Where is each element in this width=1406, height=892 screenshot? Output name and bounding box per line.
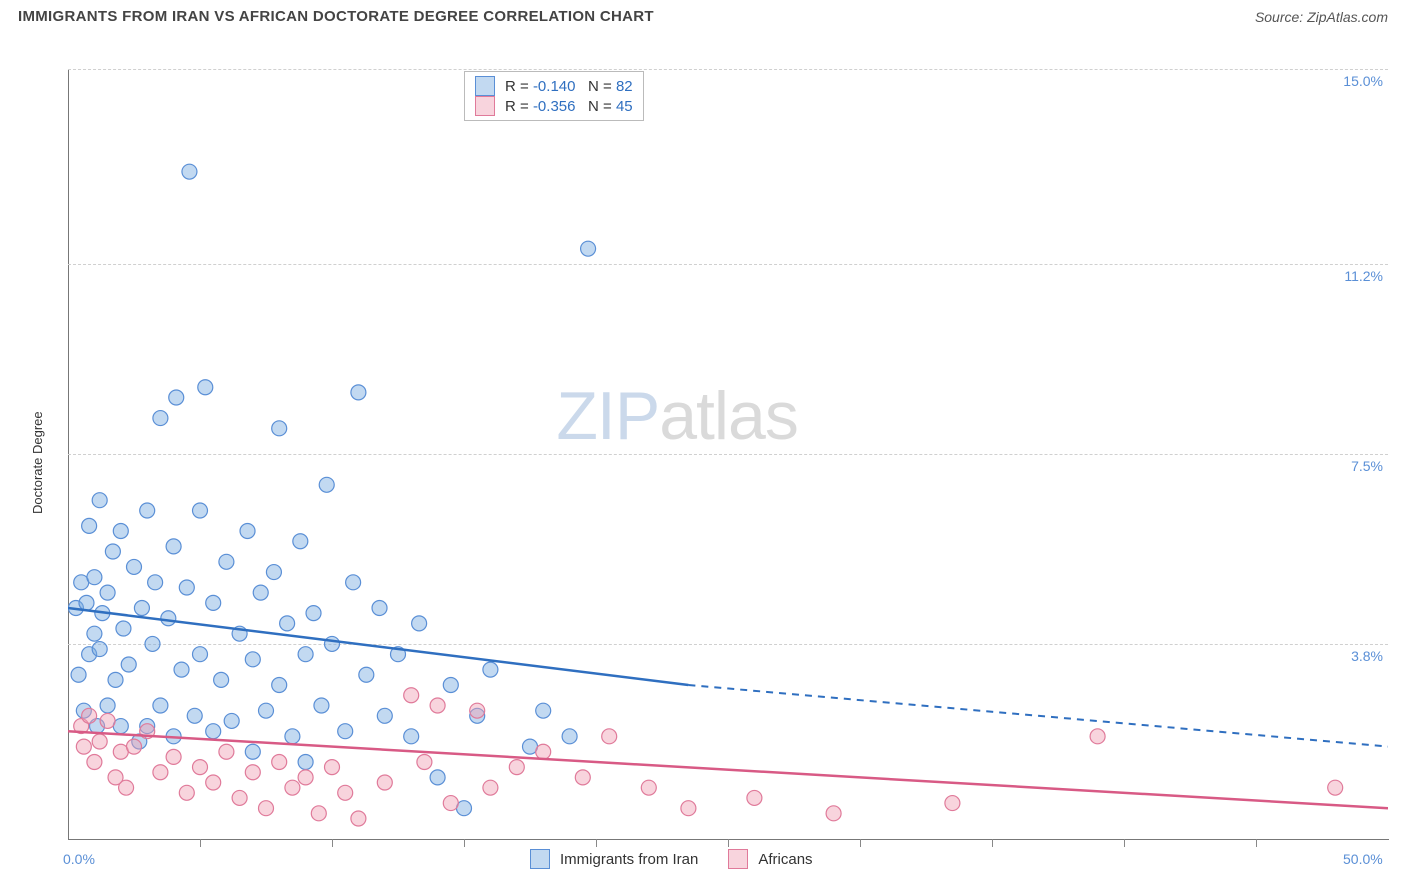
x-min-label: 0.0% [63,851,95,867]
legend-swatch [475,96,495,116]
x-tick [200,839,201,847]
legend-row: R = -0.140 N = 82 [475,76,633,96]
legend-stats: R = -0.140 N = 82 [505,78,633,95]
x-tick [596,839,597,847]
legend-correlation: R = -0.140 N = 82 R = -0.356 N = 45 [464,71,644,121]
chart-title: IMMIGRANTS FROM IRAN VS AFRICAN DOCTORAT… [18,8,654,25]
grid-line [68,454,1388,455]
y-tick-label: 3.8% [1328,648,1383,664]
grid-line [68,69,1388,70]
plot-container: 3.8% 7.5% 11.2% 15.0% 0.0% 50.0% Doctorate Deg… [18,29,1388,879]
x-tick [464,839,465,847]
chart-header: IMMIGRANTS FROM IRAN VS AFRICAN DOCTORAT… [0,0,1406,29]
y-tick-label: 15.0% [1328,73,1383,89]
legend-label: Africans [758,851,812,868]
grid-line [68,264,1388,265]
legend-item: Africans [728,849,812,869]
x-tick [332,839,333,847]
legend-row: R = -0.356 N = 45 [475,96,633,116]
x-tick [1124,839,1125,847]
legend-swatch [728,849,748,869]
y-tick-label: 7.5% [1328,458,1383,474]
x-tick [728,839,729,847]
legend-swatch [475,76,495,96]
x-tick [860,839,861,847]
x-tick [1256,839,1257,847]
legend-item: Immigrants from Iran [530,849,698,869]
x-tick [992,839,993,847]
grid-line [68,644,1388,645]
legend-stats: R = -0.356 N = 45 [505,98,633,115]
legend-label: Immigrants from Iran [560,851,698,868]
legend-series: Immigrants from Iran Africans [530,849,813,869]
x-max-label: 50.0% [1343,851,1383,867]
source-label: Source: ZipAtlas.com [1255,9,1388,25]
y-tick-label: 11.2% [1328,268,1383,284]
y-axis-label: Doctorate Degree [30,411,45,514]
legend-swatch [530,849,550,869]
